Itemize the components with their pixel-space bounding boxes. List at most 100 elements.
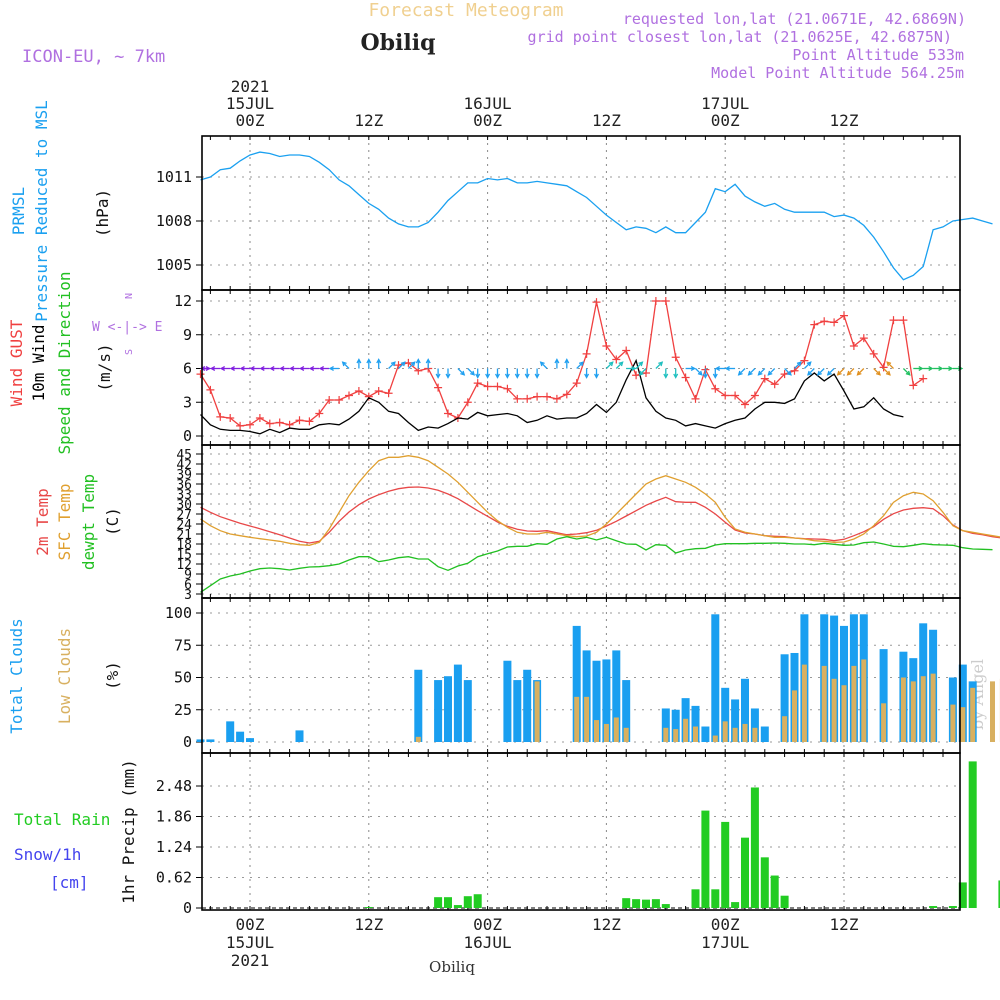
wind-arrow-head: [376, 358, 382, 364]
wind-arrow: [767, 368, 776, 376]
top-time-label: 00Z: [473, 111, 502, 130]
compass-ew: W <-|-> E: [92, 320, 162, 335]
bar-total-clouds: [236, 731, 245, 742]
wind-arrow-head: [658, 361, 664, 367]
bar-total-clouds: [295, 730, 304, 742]
wind-arrow: [738, 368, 746, 376]
wind-arrow: [794, 361, 802, 369]
bar-total-clouds: [196, 739, 205, 742]
wind-arrow-head: [539, 361, 545, 367]
series-sfc-temp: [200, 455, 1000, 546]
bar-low-clouds: [900, 677, 906, 742]
wind-arrow-head: [712, 373, 718, 379]
wind-arrow-head: [356, 358, 362, 364]
gust-marker: [295, 416, 304, 425]
panel-frame: [201, 289, 961, 446]
top-time-label: 00Z: [711, 111, 740, 130]
top-time-label: 15JUL: [226, 94, 274, 113]
unit-label: (%): [103, 661, 122, 690]
bar-low-clouds: [603, 723, 609, 742]
panel-wind: 0 3 6 9 12 (m/s) Wind GUST 10m Wind Speed and Di…: [7, 271, 964, 455]
bar-low-clouds: [415, 736, 421, 742]
wind-arrow-head: [279, 366, 285, 371]
y-tick-label: 6: [184, 578, 192, 593]
y-tick-label: 0: [183, 733, 192, 751]
wind-arrow-head: [219, 366, 226, 371]
bar-low-clouds: [970, 687, 976, 742]
wind-arrow: [695, 368, 703, 376]
bottom-time-label: 00Z: [473, 915, 502, 934]
y-tick-label: 25: [174, 701, 192, 719]
bar-low-clouds: [683, 718, 689, 742]
y-tick-label: 6: [183, 360, 192, 378]
y-tick-label: 12: [176, 558, 192, 573]
bottom-time-label: 2021: [231, 951, 270, 970]
bar-rain: [642, 899, 650, 908]
gust-marker: [800, 356, 809, 365]
gust-marker: [552, 394, 561, 403]
bar-rain: [632, 899, 641, 908]
bar-rain: [453, 905, 462, 908]
bar-rain: [463, 896, 472, 908]
wind-arrow-head: [806, 361, 812, 367]
y-tick-label: 1005: [156, 256, 192, 274]
wind-arrow-head: [846, 370, 852, 376]
gust-marker: [721, 391, 730, 400]
bar-total-clouds: [691, 705, 700, 742]
bar-total-clouds: [731, 699, 740, 742]
bar-total-clouds: [780, 654, 789, 742]
bar-total-clouds: [513, 680, 522, 742]
gust-marker: [909, 381, 918, 390]
gust-marker: [899, 316, 908, 325]
compass-south: S: [124, 349, 135, 355]
gust-marker: [354, 387, 363, 395]
wind-arrow: [807, 368, 815, 376]
bottom-time-label: 12Z: [592, 915, 621, 934]
y-tick-label: 30: [176, 498, 192, 513]
gust-marker: [572, 379, 581, 388]
y-tick-label: 100: [165, 604, 192, 622]
bar-total-clouds: [840, 625, 848, 742]
top-time-label: 12Z: [354, 111, 383, 130]
panel-label: Snow/1h: [14, 845, 81, 864]
top-time-label: 17JUL: [701, 94, 749, 113]
wind-arrow-head: [938, 366, 944, 371]
wind-arrow-head: [836, 370, 842, 376]
bar-low-clouds: [990, 681, 995, 742]
wind-arrow-head: [341, 361, 347, 367]
bar-rain: [711, 889, 720, 908]
y-tick-label: 33: [176, 488, 192, 503]
chart-title: Forecast Meteogram: [368, 0, 563, 21]
panel-label: Pressure Reduced to MSL: [32, 100, 51, 322]
y-tick-label: 1011: [156, 168, 192, 186]
y-tick-label: 12: [174, 292, 192, 310]
gust-marker: [632, 371, 641, 380]
wind-arrow-head: [875, 370, 881, 376]
bar-low-clouds: [732, 727, 738, 742]
gust-marker: [562, 390, 571, 399]
wind-arrow: [540, 361, 548, 369]
bottom-time-label: 12Z: [830, 915, 859, 934]
unit-label: (hPa): [93, 189, 112, 237]
top-time-label: 12Z: [830, 111, 859, 130]
y-tick-label: 39: [176, 468, 192, 483]
series-wind-gust: [199, 300, 924, 427]
bar-low-clouds: [574, 696, 580, 742]
top-time-label: 12Z: [592, 111, 621, 130]
gust-marker: [869, 349, 878, 358]
bar-low-clouds: [792, 690, 797, 742]
bar-total-clouds: [444, 676, 452, 742]
gust-marker: [364, 392, 373, 401]
y-tick-label: 9: [184, 568, 192, 583]
bar-total-clouds: [503, 660, 512, 742]
bar-total-clouds: [453, 664, 462, 742]
wind-arrow: [883, 368, 891, 376]
wind-arrow-head: [702, 373, 708, 379]
gust-marker: [493, 382, 502, 391]
bar-total-clouds: [711, 614, 720, 742]
bar-low-clouds: [950, 704, 956, 742]
y-tick-label: 75: [174, 636, 192, 654]
gust-marker: [434, 383, 443, 392]
gust-marker: [315, 409, 324, 418]
